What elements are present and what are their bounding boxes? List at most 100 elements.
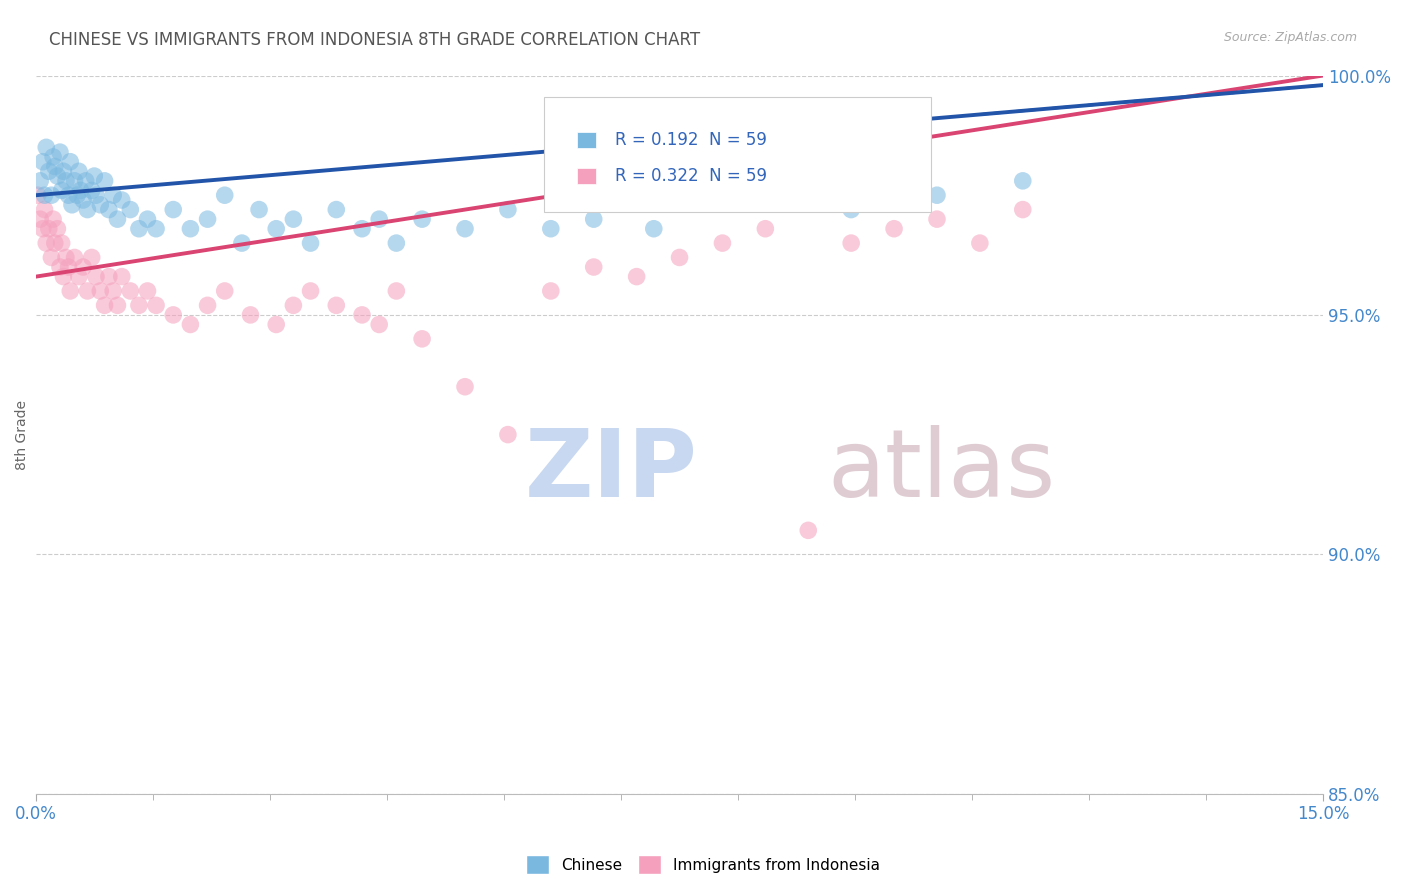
Point bbox=[31, 154, 53, 169]
Point bbox=[46, 221, 69, 235]
Point bbox=[231, 236, 253, 251]
Point bbox=[63, 251, 86, 265]
Point bbox=[626, 269, 648, 284]
Point bbox=[30, 212, 52, 227]
FancyBboxPatch shape bbox=[544, 97, 931, 212]
Point bbox=[38, 221, 60, 235]
Point bbox=[1011, 174, 1033, 188]
Point bbox=[120, 202, 142, 217]
Point bbox=[84, 269, 107, 284]
Point bbox=[34, 202, 56, 217]
Point bbox=[839, 236, 862, 251]
Point bbox=[66, 188, 89, 202]
Point bbox=[27, 188, 49, 202]
Point bbox=[72, 260, 94, 274]
Point bbox=[101, 284, 124, 298]
Point bbox=[969, 236, 991, 251]
Point bbox=[454, 380, 477, 394]
Point bbox=[42, 212, 65, 227]
Point bbox=[76, 202, 98, 217]
Point bbox=[797, 524, 820, 538]
Point bbox=[89, 198, 111, 212]
Point bbox=[925, 212, 948, 227]
Point bbox=[35, 140, 58, 154]
Point bbox=[52, 269, 75, 284]
Point bbox=[197, 298, 219, 312]
Point bbox=[89, 284, 111, 298]
Point bbox=[496, 427, 519, 442]
FancyBboxPatch shape bbox=[576, 169, 596, 184]
Point bbox=[214, 284, 236, 298]
Point bbox=[42, 150, 65, 164]
Point bbox=[668, 251, 690, 265]
Point bbox=[350, 221, 373, 235]
Point bbox=[839, 202, 862, 217]
Point bbox=[52, 164, 75, 178]
Point bbox=[754, 221, 776, 235]
Text: CHINESE VS IMMIGRANTS FROM INDONESIA 8TH GRADE CORRELATION CHART: CHINESE VS IMMIGRANTS FROM INDONESIA 8TH… bbox=[49, 31, 700, 49]
Text: atlas: atlas bbox=[828, 425, 1056, 516]
Point bbox=[46, 169, 69, 183]
Point bbox=[136, 284, 159, 298]
Point bbox=[67, 269, 90, 284]
Point bbox=[264, 318, 287, 332]
Point bbox=[41, 251, 63, 265]
Point bbox=[385, 284, 408, 298]
Point bbox=[496, 202, 519, 217]
Point bbox=[38, 164, 60, 178]
Point bbox=[80, 251, 103, 265]
Point bbox=[582, 212, 605, 227]
Point bbox=[69, 183, 91, 197]
Point bbox=[197, 212, 219, 227]
Point bbox=[385, 236, 408, 251]
Point bbox=[58, 188, 80, 202]
Point bbox=[145, 298, 167, 312]
Point bbox=[55, 174, 77, 188]
Point bbox=[97, 269, 120, 284]
Point bbox=[101, 188, 124, 202]
Point bbox=[325, 298, 347, 312]
Point bbox=[35, 236, 58, 251]
Point bbox=[44, 236, 66, 251]
Point bbox=[325, 202, 347, 217]
Point bbox=[107, 298, 129, 312]
Point bbox=[540, 221, 562, 235]
Point bbox=[128, 221, 150, 235]
Point bbox=[93, 298, 115, 312]
Point bbox=[162, 308, 184, 322]
Point bbox=[247, 202, 270, 217]
Point bbox=[59, 154, 82, 169]
Point bbox=[136, 212, 159, 227]
Point bbox=[76, 284, 98, 298]
Point bbox=[93, 174, 115, 188]
Point bbox=[59, 284, 82, 298]
Point bbox=[107, 212, 129, 227]
Point bbox=[368, 318, 391, 332]
Point bbox=[368, 212, 391, 227]
Text: R = 0.322  N = 59: R = 0.322 N = 59 bbox=[616, 167, 768, 185]
Point bbox=[145, 221, 167, 235]
Point bbox=[711, 188, 734, 202]
Point bbox=[72, 193, 94, 207]
Point bbox=[350, 308, 373, 322]
Point bbox=[643, 221, 665, 235]
Point bbox=[34, 188, 56, 202]
Point bbox=[283, 212, 305, 227]
Point bbox=[120, 284, 142, 298]
Point bbox=[411, 212, 433, 227]
Point bbox=[49, 260, 72, 274]
Point bbox=[711, 236, 734, 251]
Point bbox=[179, 221, 201, 235]
Point bbox=[214, 188, 236, 202]
Point bbox=[58, 260, 80, 274]
Point bbox=[31, 221, 53, 235]
Point bbox=[411, 332, 433, 346]
Point bbox=[30, 174, 52, 188]
Point bbox=[67, 164, 90, 178]
Point bbox=[283, 298, 305, 312]
Point bbox=[540, 284, 562, 298]
Point bbox=[883, 221, 905, 235]
Point bbox=[582, 260, 605, 274]
Point bbox=[60, 198, 83, 212]
Point bbox=[264, 221, 287, 235]
